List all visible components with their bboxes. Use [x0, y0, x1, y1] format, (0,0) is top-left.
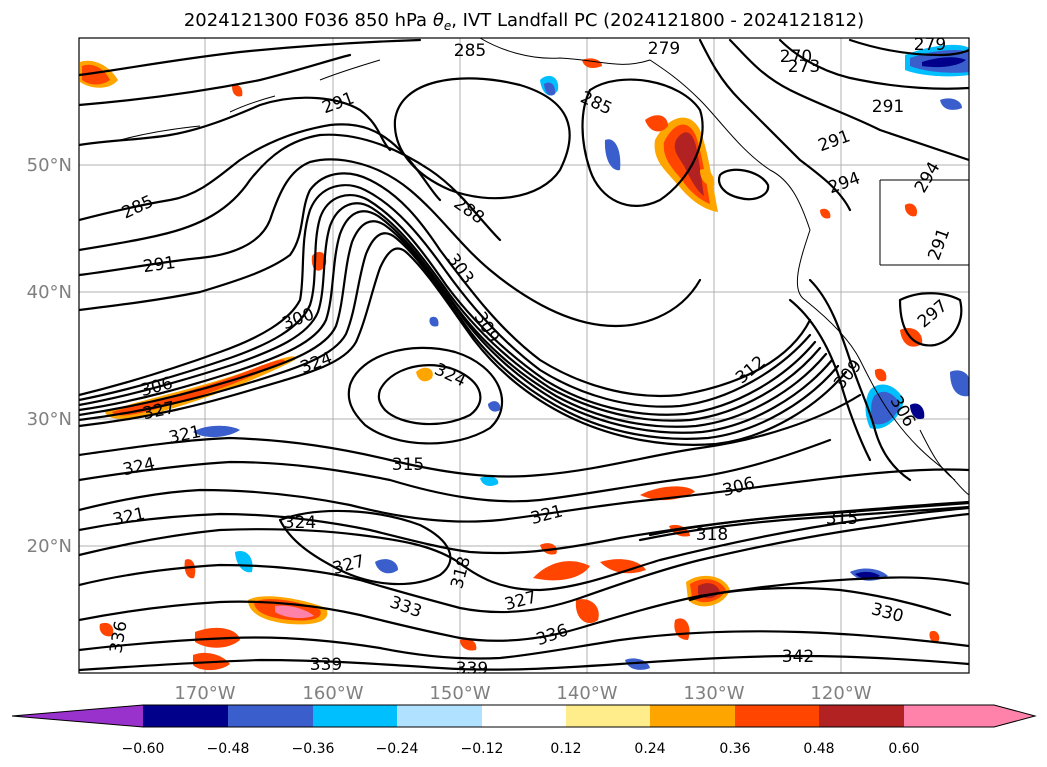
contour-label: 324 — [284, 513, 316, 533]
colorbar-tick-label: −0.48 — [207, 741, 250, 757]
colorbar-segment — [650, 705, 735, 727]
colorbar-tick-label: −0.36 — [292, 741, 335, 757]
longitude-axis: 170°W 160°W 150°W 140°W 130°W 120°W — [174, 683, 871, 704]
contour-label: 273 — [788, 57, 820, 77]
lat-label-40n: 40°N — [27, 282, 72, 303]
contour-label: 279 — [648, 39, 680, 59]
colorbar-tick-label: 0.12 — [550, 741, 581, 757]
colorbar-tick-label: 0.60 — [888, 741, 919, 757]
contour-label: 339 — [310, 655, 342, 675]
lat-label-50n: 50°N — [27, 155, 72, 176]
colorbar-segment — [735, 705, 819, 727]
contour-label: 339 — [456, 659, 488, 679]
contour-label: 270 — [780, 47, 812, 67]
coastlines — [119, 38, 969, 496]
contour-label: 315 — [826, 509, 858, 529]
contour-labels: 285 285 291 285 291 288 303 309 300 324 … — [106, 35, 954, 679]
lon-label-140w: 140°W — [556, 683, 617, 704]
colorbar-segment — [819, 705, 904, 727]
contour-label: 315 — [392, 455, 424, 475]
contour-label: 342 — [782, 647, 814, 667]
colorbar-segment — [313, 705, 397, 727]
colorbar-outline — [11, 704, 1037, 728]
colorbar-segment — [228, 705, 313, 727]
contour-label: 291 — [142, 253, 177, 277]
colorbar: −0.60 −0.48 −0.36 −0.24 −0.12 0.12 0.24 … — [11, 704, 1037, 757]
colorbar-tick-label: −0.24 — [376, 741, 419, 757]
contour-label: 318 — [696, 525, 728, 545]
colorbar-segment — [482, 705, 566, 727]
theta-e-contours — [79, 38, 969, 672]
colorbar-segment — [397, 705, 482, 727]
colorbar-tick-label: −0.60 — [122, 741, 165, 757]
lat-label-20n: 20°N — [27, 536, 72, 557]
map-background — [79, 38, 969, 673]
colorbar-segment — [143, 705, 228, 727]
lon-label-120w: 120°W — [810, 683, 871, 704]
gridlines — [79, 38, 969, 673]
colorbar-under-extension — [12, 705, 143, 727]
colorbar-over-extension — [904, 705, 1035, 727]
latitude-axis: 50°N 40°N 30°N 20°N — [27, 155, 72, 557]
contour-label: 285 — [454, 41, 486, 61]
colorbar-tick-label: −0.12 — [461, 741, 504, 757]
lon-label-160w: 160°W — [302, 683, 363, 704]
lon-label-170w: 170°W — [174, 683, 235, 704]
map-frame — [78, 37, 970, 674]
colorbar-segment — [566, 705, 650, 727]
colorbar-tick-label: 0.24 — [634, 741, 665, 757]
colorbar-tick-label: 0.48 — [803, 741, 834, 757]
figure-title: 2024121300 F036 850 hPa θe, IVT Landfall… — [184, 10, 864, 33]
contour-label: 279 — [914, 35, 946, 55]
contour-label: 291 — [872, 97, 904, 117]
lon-label-150w: 150°W — [429, 683, 490, 704]
lat-label-30n: 30°N — [27, 409, 72, 430]
lon-label-130w: 130°W — [683, 683, 744, 704]
colorbar-tick-label: 0.36 — [719, 741, 750, 757]
